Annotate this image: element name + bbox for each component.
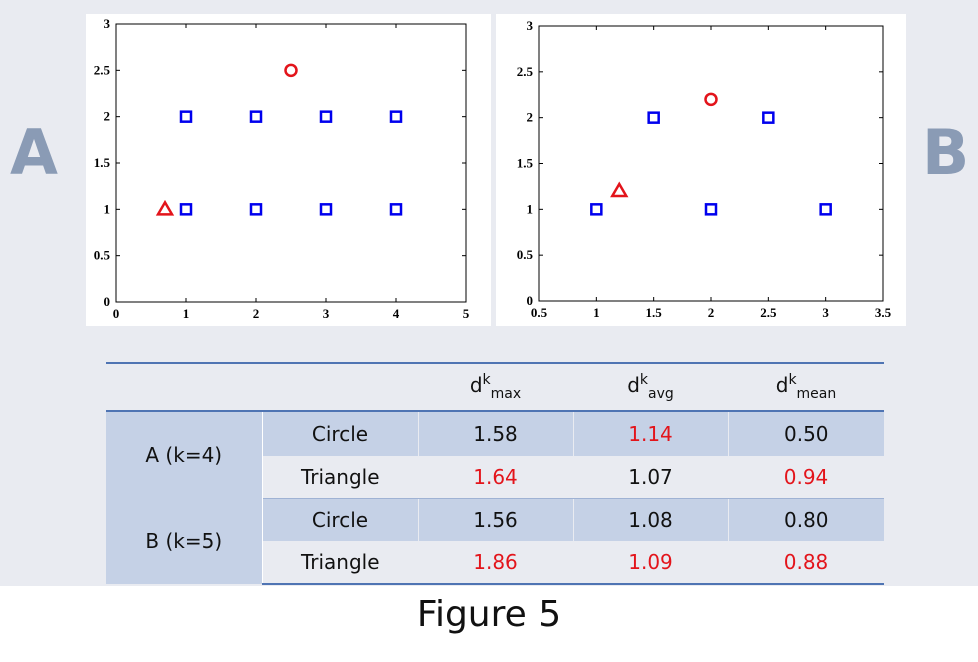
x-tick-label: 3 [323, 306, 330, 321]
square-marker [647, 111, 660, 124]
x-tick-label: 1 [183, 306, 190, 321]
x-tick-label: 1 [593, 305, 600, 320]
row-label-triangle: Triangle [262, 456, 418, 499]
x-tick-label: 2 [708, 305, 715, 320]
y-tick-label: 3 [104, 16, 111, 31]
square-marker [249, 203, 263, 216]
square-marker [389, 203, 403, 216]
value-cell: 1.64 [418, 456, 573, 499]
group-label-a: A (k=4) [106, 411, 263, 499]
triangle-marker [155, 199, 175, 216]
value-cell: 1.09 [573, 541, 728, 585]
x-tick-label: 2.5 [760, 305, 777, 320]
y-tick-label: 1 [104, 201, 111, 216]
square-marker [590, 203, 603, 216]
y-tick-label: 2 [104, 109, 111, 124]
x-tick-label: 5 [463, 306, 470, 321]
table-row: Triangle 1.86 1.09 0.88 [106, 541, 884, 585]
square-marker [389, 110, 403, 123]
y-tick-label: 1 [527, 201, 534, 216]
circle-marker [704, 92, 718, 107]
value-cell: 0.94 [728, 456, 884, 499]
scatter-plot-b: 0.5 1 1.5 2 2.5 3 3.500.511.522.53 [496, 14, 906, 326]
square-marker [179, 110, 193, 123]
y-tick-label: 0 [104, 294, 111, 309]
x-tick-label: 3.5 [875, 305, 892, 320]
group-label-b: B (k=5) [106, 498, 263, 584]
header-d-avg: dkavg [573, 362, 728, 412]
row-label-circle: Circle [261, 498, 418, 541]
value-cell: 0.80 [727, 498, 884, 541]
x-tick-label: 0 [113, 306, 120, 321]
value-cell: 0.50 [727, 411, 884, 456]
value-cell: 1.58 [417, 411, 573, 456]
y-tick-label: 2.5 [517, 64, 534, 79]
table-header-row: dkmax dkavg dkmean [106, 362, 884, 412]
triangle-marker [610, 181, 629, 198]
value-cell: 1.56 [417, 498, 573, 541]
value-cell: 1.86 [418, 541, 573, 585]
header-blank-group [106, 362, 262, 412]
circle-marker [284, 63, 298, 78]
x-tick-label: 1.5 [646, 305, 663, 320]
square-marker [249, 110, 263, 123]
value-cell: 1.14 [572, 411, 728, 456]
header-d-max: dkmax [418, 362, 573, 412]
distance-table-grid: dkmax dkavg dkmean A (k=4) Circle 1.58 1… [106, 362, 884, 585]
y-tick-label: 0.5 [94, 248, 111, 263]
square-marker [319, 203, 333, 216]
row-label-circle: Circle [261, 411, 418, 456]
y-tick-label: 1.5 [517, 156, 534, 171]
value-cell: 0.88 [728, 541, 884, 585]
header-d-mean: dkmean [728, 362, 884, 412]
row-label-triangle: Triangle [262, 541, 418, 585]
header-blank-shape [262, 362, 418, 412]
table-row: B (k=5) Circle 1.56 1.08 0.80 [106, 498, 884, 584]
y-tick-label: 2.5 [94, 62, 111, 77]
panel-label-b: B [922, 116, 970, 189]
plot-background [496, 14, 906, 326]
value-cell: 1.07 [573, 456, 728, 499]
plot-background [86, 14, 491, 326]
x-tick-label: 2 [253, 306, 260, 321]
square-marker [179, 203, 193, 216]
panel-label-a: A [10, 116, 58, 189]
square-marker [762, 111, 775, 124]
x-tick-label: 4 [393, 306, 400, 321]
slide-background: A B 0 1 2 3 4 5 0 0.5 1 1.5 2 2.5 3 0.5 1 1.5 2 2.5 3 3.5 0… [0, 0, 978, 586]
y-tick-label: 0 [527, 293, 534, 308]
square-marker [704, 203, 718, 216]
x-tick-label: 0.5 [531, 305, 548, 320]
figure-caption: Figure 5 [416, 594, 562, 635]
y-tick-label: 3 [527, 18, 534, 33]
x-tick-label: 3 [822, 305, 829, 320]
table-row: Triangle 1.64 1.07 0.94 [106, 456, 884, 499]
distance-table: dkmax dkavg dkmean A (k=4) Circle 1.58 1… [106, 362, 884, 585]
value-cell: 1.08 [572, 498, 728, 541]
y-tick-label: 1.5 [94, 155, 111, 170]
y-tick-label: 2 [527, 110, 534, 125]
square-marker [319, 110, 333, 123]
y-tick-label: 0.5 [517, 247, 534, 262]
square-marker [819, 203, 832, 216]
scatter-plot-a: 0 1 2 3 4 5 0 0.5 1 1.5 2 2.5 3 [86, 14, 491, 326]
table-row: A (k=4) Circle 1.58 1.14 0.50 [106, 411, 884, 499]
